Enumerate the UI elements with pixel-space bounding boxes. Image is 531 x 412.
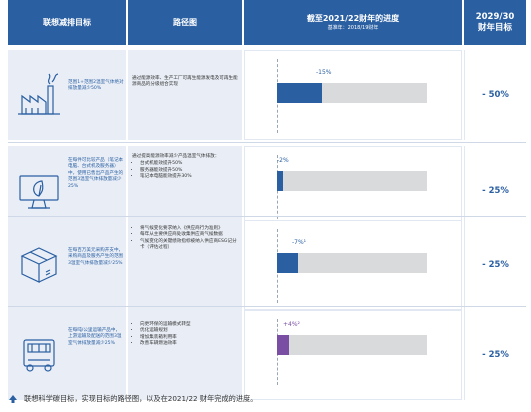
target-column-label: 财年目标 [477, 22, 512, 33]
path-intro: 通过能源效率、生产工厂可再生能源发电及可再生能源商品的分级组合实现 [132, 76, 238, 88]
caption-text: 联想科学碳目标，实现目标的路径图，以及在2021/22 财年完成的进度。 [24, 394, 258, 403]
path-item: 增加集装箱利用率 [140, 335, 240, 341]
progress-label: -15% [316, 69, 332, 76]
path-cell: 通过能源效率、生产工厂可再生能源发电及可再生能源商品的分级组合实现 [128, 50, 242, 140]
factory-icon [18, 73, 60, 115]
goal-column-header: 联想减排目标 [8, 0, 126, 45]
truck-icon [23, 339, 55, 372]
goal-cell: 范围1+范围2温室气体绝对排放量减少50% [8, 50, 126, 140]
progress-track [277, 171, 427, 191]
path-list: 台式机能效提升50% 服务器能效提升50% 笔记本电脑能效提升30% [132, 161, 240, 180]
progress-track [277, 83, 427, 103]
target-value: - 50% [464, 50, 526, 140]
path-item: 台式机能效提升50% [140, 161, 240, 167]
progress-fill [277, 335, 289, 355]
path-item: 笔记本电脑能效提升30% [140, 174, 240, 180]
goal-text: 范围1+范围2温室气体绝对排放量减少50% [68, 80, 124, 92]
path-item: 服务器能效提升50% [140, 168, 240, 174]
path-item: 优化运输规划 [140, 328, 240, 334]
target-column-year: 2029/30 [475, 11, 515, 22]
baseline-label: 基准年：2018/19财年 [327, 24, 379, 31]
path-cell: 将气候变化要求纳入《供应商行为准则》 每年从主要供应商处收集供应商气候数据 气候… [128, 220, 242, 310]
path-text: 将气候变化要求纳入《供应商行为准则》 每年从主要供应商处收集供应商气候数据 气候… [132, 226, 240, 252]
path-list: 向更环保的运输模式转型 优化运输规划 增加集装箱利用率 改善车辆燃油效率 [132, 322, 240, 348]
goal-text: 在每件可比较产品（笔记本电脑、台式机及服务器）中，使用已售出产品产生的范围3温室… [68, 158, 124, 189]
monitor-icon [19, 175, 59, 209]
progress-label: +4%² [283, 321, 300, 328]
progress-label: -2% [277, 157, 289, 164]
goal-cell: 在每吨/公里运输产品中，上游运输及配送的范围3温室气体排放量减少25% [8, 310, 126, 400]
progress-track [277, 253, 427, 273]
path-item: 改善车辆燃油效率 [140, 341, 240, 347]
progress-column-header: 截至2021/22财年的进度 基准年：2018/19财年 [244, 0, 462, 45]
path-text: 通过提高能源效率减少产品温室气体排放： 台式机能效提升50% 服务器能效提升50… [132, 154, 240, 181]
path-item: 气候变化的关键绩效指标被纳入供应商ESG记分卡（评估过程） [140, 239, 240, 252]
goal-column-title: 联想减排目标 [43, 17, 91, 27]
progress-label: -7%¹ [292, 239, 307, 246]
goal-text: 在每吨/公里运输产品中，上游运输及配送的范围3温室气体排放量减少25% [68, 328, 122, 346]
progress-fill [277, 253, 298, 273]
path-column-title: 路径图 [173, 17, 197, 27]
progress-cell: -7%¹ [244, 220, 462, 310]
progress-cell: -15% [244, 50, 462, 140]
path-item: 向更环保的运输模式转型 [140, 322, 240, 328]
table-row: 在每百万美元采购开支中，采购商品及服务产生的范围3温室气体排放量减少25% 将气… [8, 220, 526, 310]
goal-cell: 在每百万美元采购开支中，采购商品及服务产生的范围3温室气体排放量减少25% [8, 220, 126, 310]
table-row: 在每吨/公里运输产品中，上游运输及配送的范围3温室气体排放量减少25% 向更环保… [8, 310, 526, 400]
path-list: 将气候变化要求纳入《供应商行为准则》 每年从主要供应商处收集供应商气候数据 气候… [132, 226, 240, 252]
figure-caption: 联想科学碳目标，实现目标的路径图，以及在2021/22 财年完成的进度。 [8, 392, 528, 406]
progress-fill [277, 83, 322, 103]
target-value: - 25% [464, 220, 526, 310]
arrow-up-icon [9, 395, 17, 403]
path-intro: 通过提高能源效率减少产品温室气体排放： [132, 154, 220, 159]
goal-text: 在每百万美元采购开支中，采购商品及服务产生的范围3温室气体排放量减少25% [68, 248, 124, 266]
baseline-line [277, 155, 278, 229]
path-text: 通过能源效率、生产工厂可再生能源发电及可再生能源商品的分级组合实现 [132, 76, 240, 89]
progress-column-title: 截至2021/22财年的进度 [306, 13, 400, 23]
target-column-header: 2029/30 财年目标 [464, 0, 526, 45]
path-text: 向更环保的运输模式转型 优化运输规划 增加集装箱利用率 改善车辆燃油效率 [132, 322, 240, 348]
target-value: - 25% [464, 310, 526, 400]
progress-cell: +4%² [244, 310, 462, 400]
path-cell: 向更环保的运输模式转型 优化运输规划 增加集装箱利用率 改善车辆燃油效率 [128, 310, 242, 400]
progress-track [277, 335, 427, 355]
path-column-header: 路径图 [128, 0, 242, 45]
table-row: 范围1+范围2温室气体绝对排放量减少50% 通过能源效率、生产工厂可再生能源发电… [8, 50, 526, 140]
path-item: 每年从主要供应商处收集供应商气候数据 [140, 232, 240, 238]
progress-fill [277, 171, 283, 191]
box-icon [20, 247, 58, 283]
path-item: 将气候变化要求纳入《供应商行为准则》 [140, 226, 240, 232]
